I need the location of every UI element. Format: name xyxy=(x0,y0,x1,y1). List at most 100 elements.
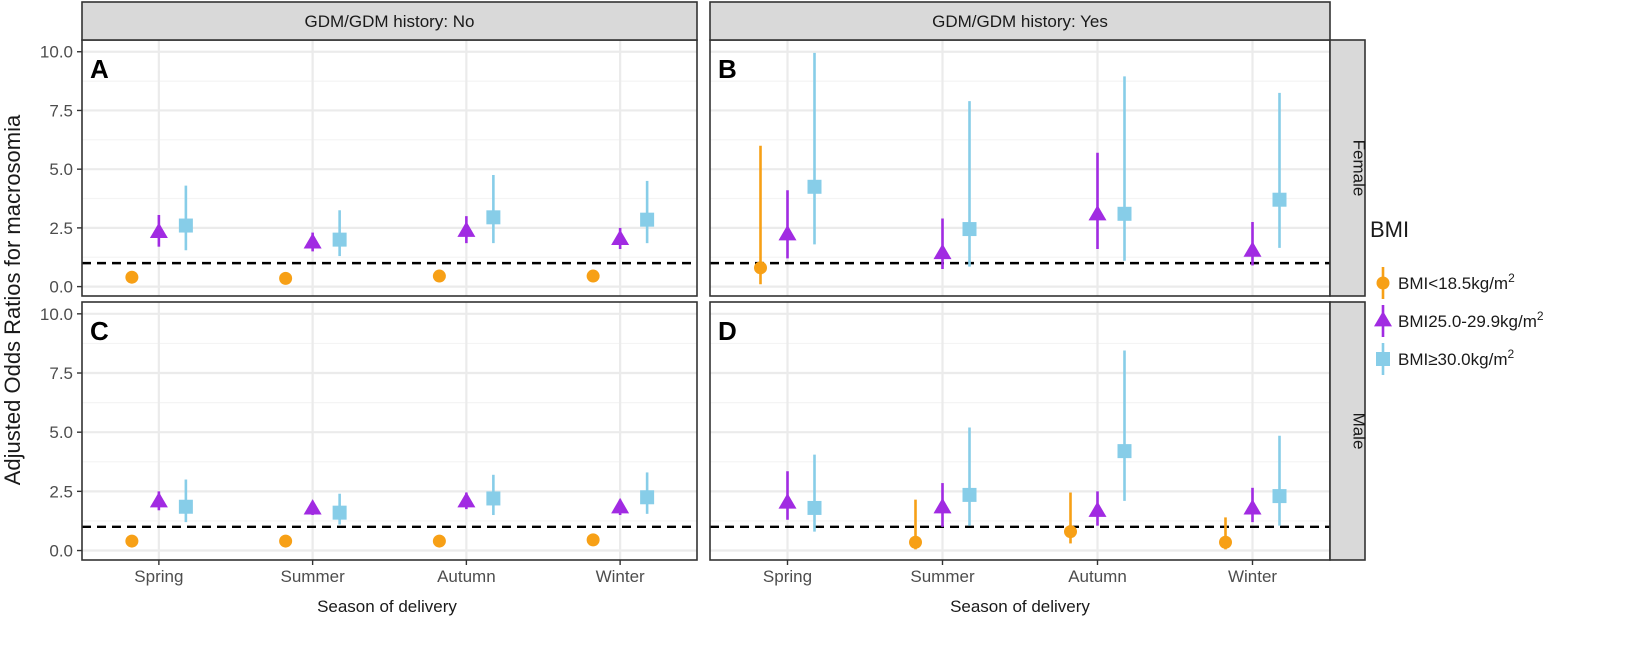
point-square xyxy=(640,212,655,227)
legend-label-superscript: 2 xyxy=(1537,309,1544,323)
point-circle xyxy=(909,535,922,549)
panel-D-data: D xyxy=(718,316,1287,550)
point-circle xyxy=(432,534,446,548)
x-tick-label: Winter xyxy=(1228,567,1277,586)
legend-label: BMI25.0-29.9kg/m2 xyxy=(1398,309,1544,331)
point-square xyxy=(178,218,193,233)
point-circle xyxy=(586,269,600,283)
strip-right-label: Female xyxy=(1350,140,1369,197)
point-circle xyxy=(125,270,139,284)
point-circle xyxy=(1219,535,1232,549)
legend-item: BMI≥30.0kg/m2 xyxy=(1376,343,1514,375)
x-tick-label: Winter xyxy=(596,567,645,586)
strip-right-label: Male xyxy=(1350,413,1369,450)
legend-label-superscript: 2 xyxy=(1507,347,1514,361)
point-square xyxy=(332,232,347,247)
point-triangle xyxy=(778,224,797,241)
x-tick-label: Autumn xyxy=(1068,567,1127,586)
point-square xyxy=(1117,206,1132,221)
panel-tag-C: C xyxy=(90,316,109,346)
point-triangle xyxy=(457,492,476,508)
facet-strips: GDM/GDM history: No GDM/GDM history: Yes F… xyxy=(81,1,1369,561)
x-axis-title-right: Season of delivery xyxy=(950,597,1090,616)
axes-layer: 0.0 2.5 5.0 7.5 10.0 0.0 2.5 5.0 7.5 10.0 Spring Su… xyxy=(40,43,1277,586)
strip-top-label: GDM/GDM history: Yes xyxy=(932,12,1108,31)
legend-item: BMI25.0-29.9kg/m2 xyxy=(1374,305,1544,337)
x-tick-label: Summer xyxy=(910,567,975,586)
strip-top-0 xyxy=(81,1,698,41)
y-tick-label: 7.5 xyxy=(49,364,73,383)
point-square xyxy=(640,490,655,505)
point-square xyxy=(1117,444,1132,459)
panel-tag-A: A xyxy=(90,54,109,84)
point-triangle xyxy=(149,492,168,508)
legend-label-superscript: 2 xyxy=(1508,271,1515,285)
strip-right-0 xyxy=(1329,39,1366,297)
point-square xyxy=(807,179,822,194)
point-triangle xyxy=(1088,204,1107,221)
y-tick-label: 7.5 xyxy=(49,101,73,120)
y-tick-label: 2.5 xyxy=(49,219,73,238)
panel-border xyxy=(81,301,698,561)
panel-0-0 xyxy=(82,40,697,296)
panel-A-data: A xyxy=(90,54,655,285)
point-triangle xyxy=(1088,501,1107,517)
point-square xyxy=(1272,489,1287,504)
point-triangle xyxy=(611,497,630,514)
y-axis-title: Adjusted Odds Ratios for macrosomia xyxy=(0,114,25,485)
point-circle xyxy=(279,534,293,548)
legend-label: BMI<18.5kg/m2 xyxy=(1398,271,1515,293)
x-tick-label: Autumn xyxy=(437,567,496,586)
y-tick-label: 10.0 xyxy=(40,43,73,62)
point-triangle xyxy=(303,233,322,249)
panel-1-1 xyxy=(710,302,1330,560)
x-tick-label: Spring xyxy=(763,567,812,586)
point-triangle xyxy=(1243,241,1262,257)
point-square xyxy=(486,210,501,225)
y-tick-label: 0.0 xyxy=(49,542,73,561)
legend-title: BMI xyxy=(1370,217,1409,242)
point-circle xyxy=(754,261,767,275)
legend-key-circle xyxy=(1376,276,1390,290)
strip-right-1 xyxy=(1329,301,1366,561)
y-tick-label: 0.0 xyxy=(49,278,73,297)
point-triangle xyxy=(1243,499,1262,515)
point-triangle xyxy=(303,499,322,515)
panel-tag-B: B xyxy=(718,54,737,84)
y-tick-label: 2.5 xyxy=(49,482,73,501)
point-square xyxy=(962,487,977,502)
point-triangle xyxy=(933,497,952,514)
point-square xyxy=(1272,192,1287,207)
point-triangle xyxy=(149,222,168,238)
point-square xyxy=(962,222,977,237)
legend-key-triangle xyxy=(1374,311,1392,327)
x-tick-label: Summer xyxy=(281,567,346,586)
point-circle xyxy=(125,534,139,548)
panels-layer: A B C D xyxy=(81,39,1331,561)
point-triangle xyxy=(778,493,797,509)
point-circle xyxy=(432,269,446,283)
panel-0-1 xyxy=(710,40,1330,296)
point-circle xyxy=(586,533,600,547)
legend-label-text: BMI25.0-29.9kg/m xyxy=(1398,312,1537,331)
x-axis-title-left: Season of delivery xyxy=(317,597,457,616)
x-tick-label: Spring xyxy=(134,567,183,586)
point-square xyxy=(178,499,193,514)
legend: BMI BMI<18.5kg/m2BMI25.0-29.9kg/m2BMI≥30… xyxy=(1370,217,1544,375)
strip-top-1 xyxy=(709,1,1331,41)
legend-item: BMI<18.5kg/m2 xyxy=(1376,267,1515,299)
legend-label-text: BMI<18.5kg/m xyxy=(1398,274,1508,293)
point-circle xyxy=(279,271,293,285)
panel-C-data: C xyxy=(90,316,655,548)
legend-label: BMI≥30.0kg/m2 xyxy=(1398,347,1514,369)
point-triangle xyxy=(457,221,476,237)
panel-background xyxy=(82,302,697,560)
point-square xyxy=(486,491,501,506)
point-triangle xyxy=(611,229,630,246)
strip-top-label: GDM/GDM history: No xyxy=(304,12,474,31)
panel-tag-D: D xyxy=(718,316,737,346)
point-triangle xyxy=(933,243,952,260)
legend-label-text: BMI≥30.0kg/m xyxy=(1398,350,1507,369)
y-tick-label: 5.0 xyxy=(49,160,73,179)
